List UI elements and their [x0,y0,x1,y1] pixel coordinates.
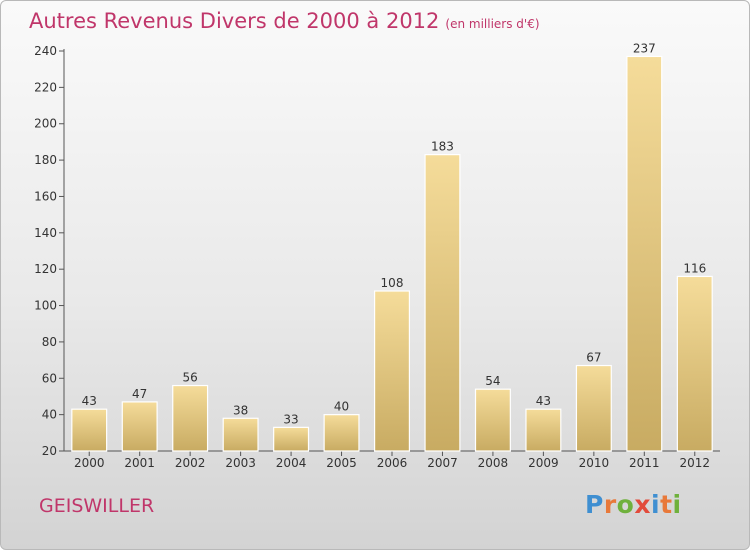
data-label: 116 [683,261,706,275]
bar [626,55,663,452]
bar [424,154,461,452]
bar [172,384,209,452]
data-label: 183 [431,140,454,154]
y-tick-label: 180 [34,153,57,167]
logo-letter: i [651,490,661,519]
bar [273,426,310,452]
data-label: 108 [381,276,404,290]
x-tick-label: 2011 [629,456,660,470]
data-label: 33 [283,412,298,426]
bar [323,414,360,452]
data-label: 38 [233,403,248,417]
bar [71,408,108,452]
y-tick-label: 80 [42,335,57,349]
town-name: GEISWILLER [39,495,155,517]
x-tick-label: 2004 [276,456,307,470]
data-label: 43 [82,394,97,408]
chart-title: Autres Revenus Divers de 2000 à 2012 (en … [29,9,540,33]
bar [525,408,562,452]
data-label: 67 [586,351,601,365]
data-label: 43 [536,394,551,408]
y-tick-label: 20 [42,444,57,458]
y-tick-label: 160 [34,189,57,203]
bar [373,290,411,452]
title-unit: (en milliers d'€) [445,17,540,31]
data-label: 56 [183,371,198,385]
bar [474,388,511,452]
y-tick-label: 220 [34,80,57,94]
x-tick-label: 2008 [478,456,509,470]
y-tick-label: 200 [34,117,57,131]
logo-letter: t [660,490,673,519]
proxiti-logo: Proxiti [585,490,682,519]
y-tick-label: 100 [34,299,57,313]
x-tick-label: 2002 [175,456,206,470]
y-tick-label: 140 [34,226,57,240]
bars [71,55,713,452]
y-tick-label: 60 [42,371,57,385]
value-labels: 43 47 56 38 33 40 108 183 54 43 67 237 116 [82,41,707,426]
bar [575,364,612,452]
x-axis: 2000 2001 2002 2003 2004 2005 2006 2007 2008 2009… [64,450,720,470]
data-label: 54 [485,374,500,388]
data-label: 47 [132,387,147,401]
bar [676,275,713,452]
bar [222,417,259,452]
x-tick-label: 2006 [377,456,408,470]
x-tick-label: 2005 [326,456,357,470]
x-tick-label: 2000 [74,456,105,470]
y-tick-label: 40 [42,408,57,422]
data-label: 237 [633,41,656,55]
data-label: 40 [334,400,349,414]
logo-letter: i [672,490,682,519]
logo-letter: x [634,490,651,519]
x-tick-label: 2003 [225,456,256,470]
x-tick-label: 2012 [679,456,710,470]
y-tick-label: 120 [34,262,57,276]
y-tick-label: 240 [34,44,57,58]
logo-letter: r [603,490,617,519]
x-tick-label: 2007 [427,456,458,470]
logo-letter: o [616,490,635,519]
logo-letter: P [585,490,604,519]
x-tick-label: 2010 [579,456,610,470]
x-tick-label: 2009 [528,456,559,470]
x-tick-label: 2001 [124,456,155,470]
bar [121,401,158,452]
title-main: Autres Revenus Divers de 2000 à 2012 [29,9,440,33]
y-axis: 20 40 60 80 100 120 140 160 180 200 220 240 [34,44,65,458]
